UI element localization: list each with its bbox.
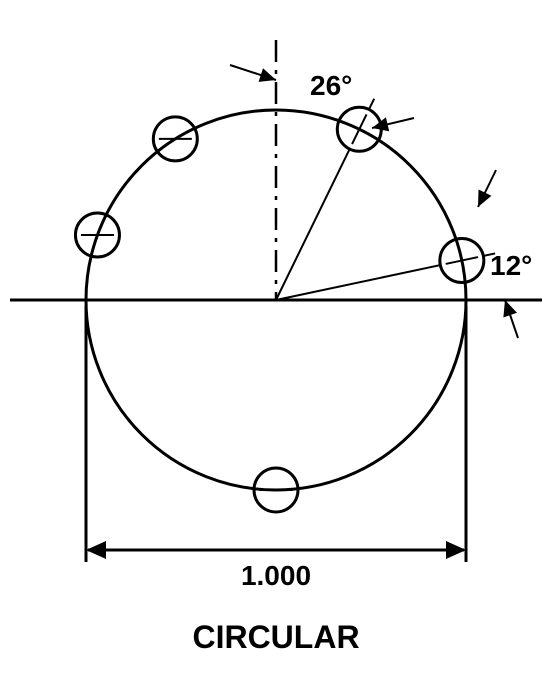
- diagram-title: CIRCULAR: [192, 619, 359, 655]
- angle-label-1: 26°: [310, 70, 352, 101]
- angle-label-2: 12°: [490, 250, 532, 281]
- radial-line: [276, 149, 350, 300]
- diameter-value: 1.000: [241, 560, 311, 591]
- radial-line: [276, 265, 440, 300]
